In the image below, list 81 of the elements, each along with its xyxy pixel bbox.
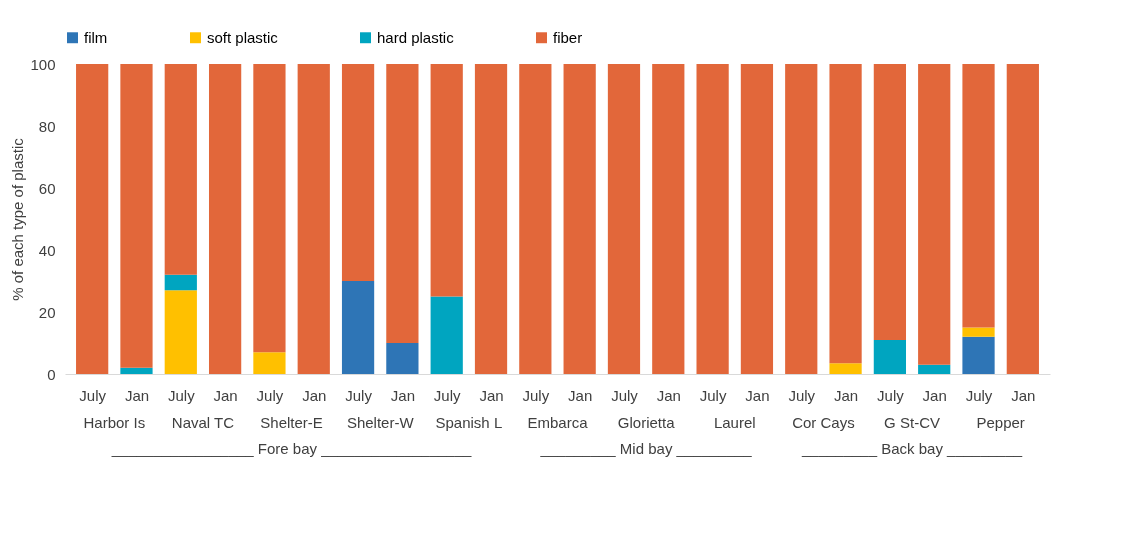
bar xyxy=(873,64,906,340)
x-tick-label: July xyxy=(79,386,107,404)
text: Embarca xyxy=(527,414,589,431)
bar xyxy=(341,64,375,281)
x-tick-label: Jan xyxy=(656,386,681,404)
x-tick-label: July xyxy=(256,386,284,404)
text: _________ Back bay _________ xyxy=(800,440,1023,457)
x-tick-label: July xyxy=(433,386,462,404)
x-tick-label: July xyxy=(699,386,727,404)
bar xyxy=(1006,64,1039,374)
bar xyxy=(519,64,552,374)
text: Harbor Is xyxy=(83,414,146,431)
y-axis-title: % of each type of plastic xyxy=(9,137,27,301)
text: _________ Mid bay _________ xyxy=(539,440,753,457)
x-tick-label: Jan xyxy=(124,386,150,404)
bar xyxy=(386,64,419,343)
bar xyxy=(76,64,109,374)
x-tick-label: Jan xyxy=(833,386,859,404)
x-tick-label: July xyxy=(965,386,993,404)
bar xyxy=(829,363,862,374)
bar xyxy=(253,64,286,353)
bar xyxy=(164,64,197,275)
text: Laurel xyxy=(713,414,756,431)
x-tick-label: Jan xyxy=(479,386,504,404)
bar xyxy=(652,64,685,374)
bar xyxy=(962,64,995,328)
bar xyxy=(918,64,951,365)
y-tick-label: 20 xyxy=(38,303,56,321)
x-tick-label: July xyxy=(877,386,905,404)
bar xyxy=(918,364,951,374)
bar xyxy=(430,296,463,374)
y-tick-label: 100 xyxy=(30,55,56,73)
text: Glorietta xyxy=(617,414,676,431)
bar xyxy=(164,290,197,374)
bar xyxy=(297,64,330,374)
y-tick-label: 40 xyxy=(38,241,56,259)
legend-label: fiber xyxy=(553,28,583,46)
y-tick-label: 0 xyxy=(47,365,56,383)
bar xyxy=(785,64,818,374)
x-tick-label: Jan xyxy=(1011,386,1036,404)
y-tick-label: 60 xyxy=(38,179,56,197)
bar xyxy=(120,64,153,368)
text: Pepper xyxy=(976,414,1025,431)
text: G St-CV xyxy=(884,414,940,431)
x-tick-label: Jan xyxy=(390,386,415,404)
bar xyxy=(341,281,375,374)
x-tick-label: July xyxy=(167,386,196,404)
legend-label: film xyxy=(84,28,108,46)
bar xyxy=(474,64,508,374)
x-tick-label: Jan xyxy=(213,386,238,404)
x-tick-label: Jan xyxy=(745,386,770,404)
legend-label: hard plastic xyxy=(377,28,455,46)
bar xyxy=(962,327,995,337)
text: _________________ Fore bay __________________ xyxy=(110,440,472,457)
bar xyxy=(253,352,286,374)
text: Shelter-W xyxy=(346,414,415,431)
x-tick-label: July xyxy=(345,386,373,404)
bar xyxy=(430,64,463,297)
text: Spanish L xyxy=(435,414,503,431)
x-tick-label: July xyxy=(522,386,550,404)
x-tick-label: Jan xyxy=(568,386,593,404)
bar xyxy=(607,64,641,374)
text: Naval TC xyxy=(171,414,235,431)
bar xyxy=(829,64,862,364)
bar xyxy=(873,339,906,374)
bar xyxy=(164,274,197,291)
legend-label: soft plastic xyxy=(207,28,279,46)
text: Cor Cays xyxy=(792,414,855,431)
bar xyxy=(386,343,419,374)
x-tick-label: Jan xyxy=(302,386,327,404)
text: Shelter-E xyxy=(260,414,323,431)
y-tick-label: 80 xyxy=(38,117,56,135)
bar xyxy=(696,64,729,374)
x-tick-label: Jan xyxy=(922,386,947,404)
bar xyxy=(740,64,774,374)
bar xyxy=(563,64,596,374)
x-tick-label: July xyxy=(611,386,639,404)
x-tick-label: July xyxy=(788,386,816,404)
bar xyxy=(962,336,995,374)
bar xyxy=(120,367,153,374)
bar xyxy=(209,64,242,374)
